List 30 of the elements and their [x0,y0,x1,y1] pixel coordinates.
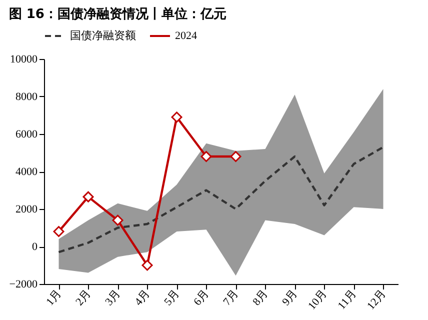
y-tick-label: 2000 [16,204,38,216]
x-tick-label: 11月 [336,288,359,312]
x-tick-label: 8月 [250,288,270,308]
chart-title: 图 16：国债净融资情况丨单位：亿元 [8,6,226,22]
legend-label: 国债净融资额 [70,29,136,42]
y-tick-label: 6000 [16,128,38,140]
y-tick-label: −2000 [9,278,38,290]
y-tick-label: 8000 [16,91,38,103]
point [171,112,182,123]
point [82,191,94,202]
x-tick-label: 10月 [306,288,330,312]
x-tick-label: 5月 [162,288,182,308]
legend-label: 2024 [175,30,198,42]
point [230,151,242,162]
point [200,151,212,162]
y-tick-label: 10000 [10,54,38,66]
x-tick-label: 12月 [365,288,388,312]
y-tick-label: 0 [32,241,38,253]
point [53,226,64,237]
point [112,214,124,226]
line-series [58,146,384,254]
point [142,260,153,271]
x-tick-label: 3月 [103,288,123,308]
x-tick-label: 9月 [280,288,300,308]
x-tick-label: 2月 [74,288,94,308]
x-tick-label: 1月 [44,288,64,308]
y-tick-label: 4000 [16,166,38,178]
x-tick-label: 4月 [132,288,152,308]
x-tick-label: 6月 [192,288,212,308]
x-tick-label: 7月 [221,288,241,308]
